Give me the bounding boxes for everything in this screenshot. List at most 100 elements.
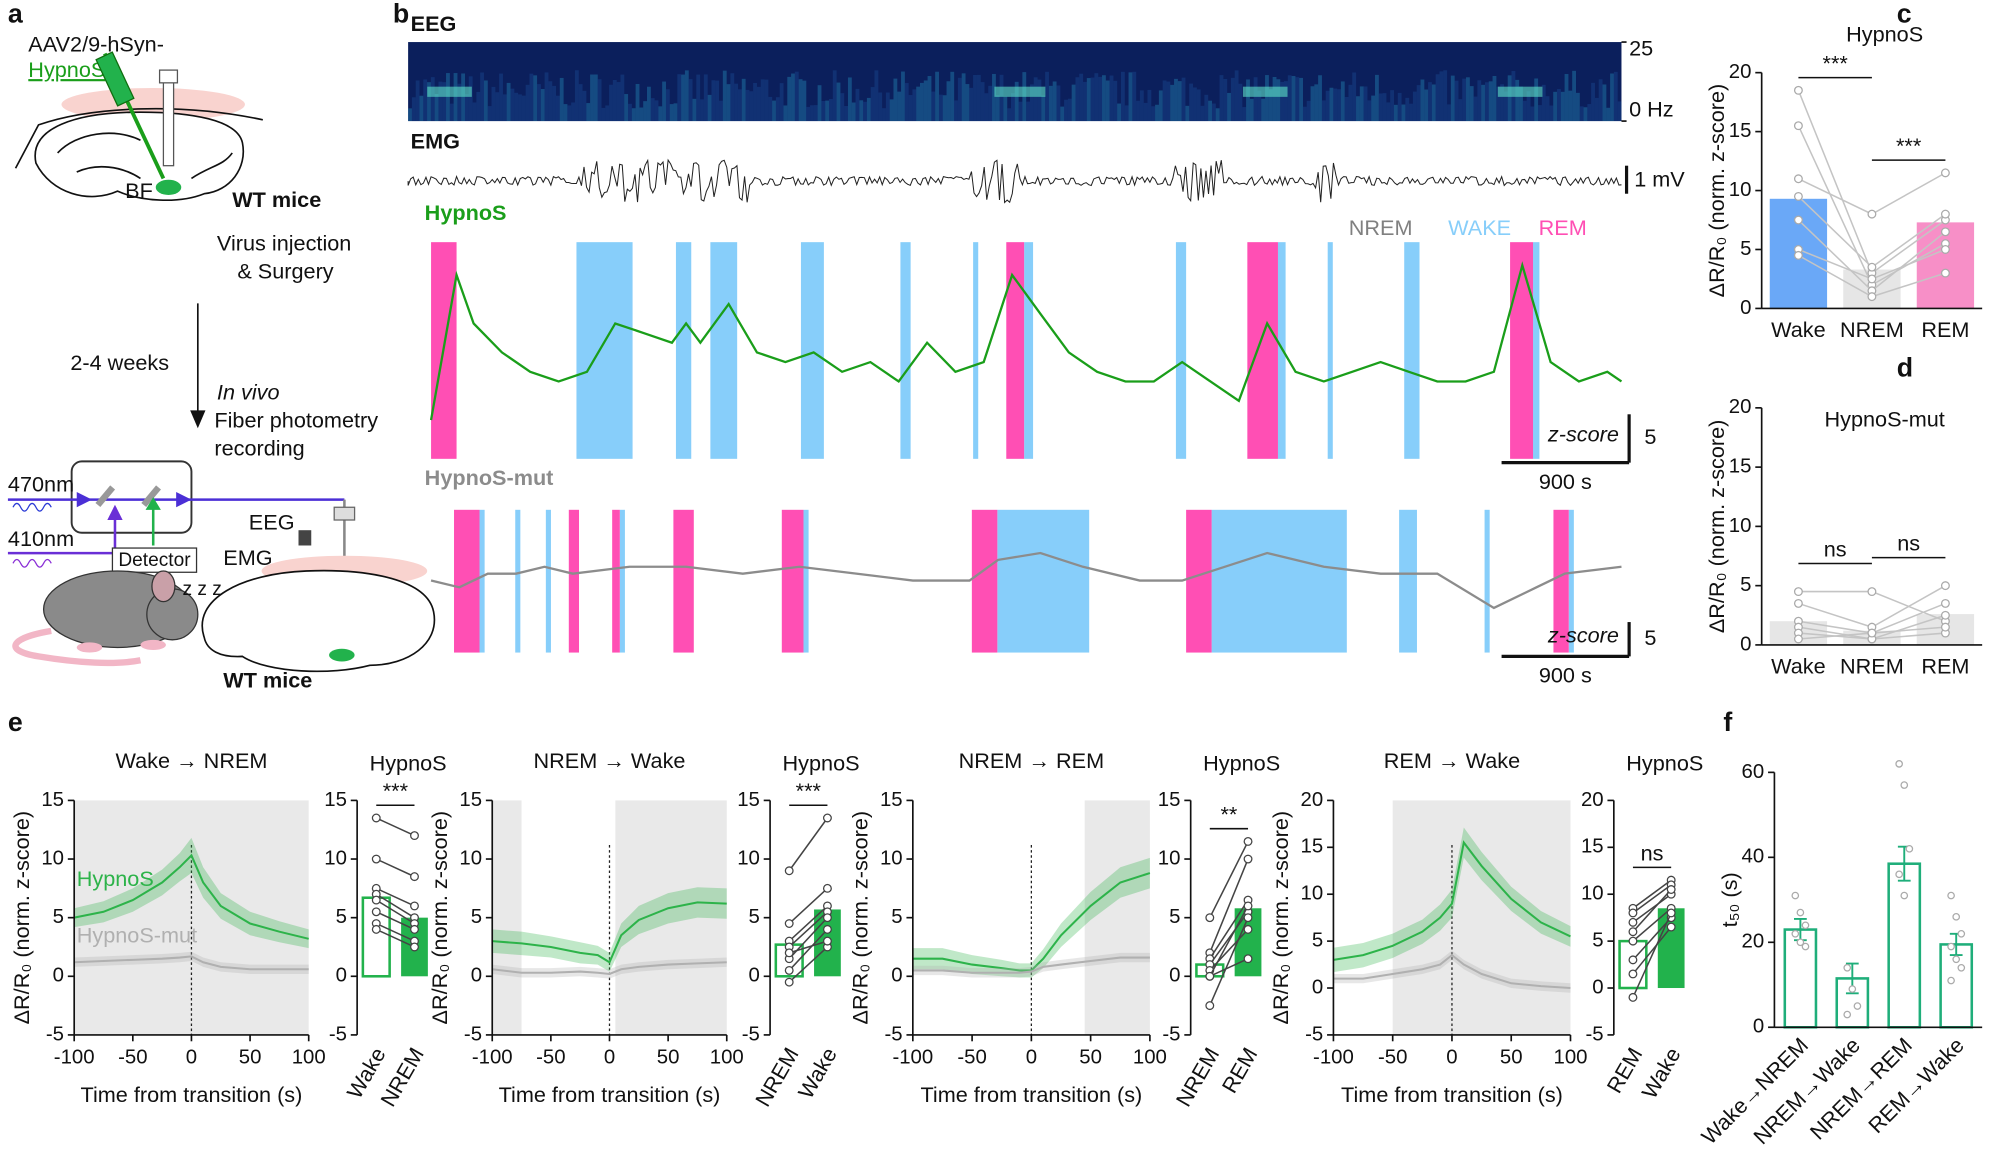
spectrogram-texture (537, 84, 541, 122)
panel-label: e (8, 707, 23, 737)
subject-point (1243, 901, 1253, 911)
step-text: recording (214, 436, 304, 461)
spectrogram-texture (866, 97, 871, 122)
spectrogram-texture (1105, 80, 1110, 122)
spectrogram-texture (1045, 71, 1049, 122)
data-point (1947, 891, 1955, 900)
y-tick-label: -5 (464, 1023, 482, 1045)
spectrogram-texture (1416, 85, 1421, 122)
y-tick-label: 5 (749, 906, 760, 928)
spectrogram-texture (491, 86, 496, 122)
spectrogram-texture (1458, 99, 1463, 122)
region-text: BF (125, 178, 153, 203)
spectrogram-texture (973, 74, 977, 122)
subject-point (1793, 587, 1803, 597)
bar (1618, 939, 1648, 990)
spectrogram-texture (582, 90, 587, 122)
y-tick-label: 15 (880, 789, 903, 811)
chart-title: NREM → REM (959, 748, 1105, 773)
fiber (162, 75, 175, 167)
subject-point (1243, 924, 1253, 934)
subject-line (788, 917, 828, 960)
spectrogram-texture (965, 84, 970, 122)
spectrogram-texture (688, 79, 693, 122)
subject-point (1867, 262, 1877, 272)
spectrogram-texture (1143, 102, 1148, 122)
spectrogram-texture (1375, 74, 1379, 122)
y-tick-label: 10 (1301, 883, 1324, 905)
spectrogram-texture (427, 86, 472, 97)
y-axis-label: ΔR/R₀ (norm. z-score) (848, 811, 873, 1025)
spectrogram-texture (756, 86, 761, 122)
spectrogram-texture (1215, 108, 1220, 122)
spectrogram-texture (616, 82, 621, 122)
spectrogram-texture (878, 92, 883, 122)
y-tick-label: 20 (1301, 789, 1324, 811)
x-tick-label: Wake (793, 1043, 842, 1103)
spectrogram-texture (1344, 96, 1349, 122)
y-tick-label: 5 (891, 906, 902, 928)
spectrogram-texture (1060, 106, 1065, 122)
subject-point (1243, 836, 1253, 846)
subject-point (1793, 250, 1803, 260)
subject-line (1632, 917, 1672, 961)
data-point (1796, 908, 1805, 917)
mirror (141, 485, 161, 508)
error-band (74, 837, 309, 949)
spectrogram-texture (555, 95, 560, 122)
spectrogram-texture (787, 76, 792, 122)
bf-region (329, 648, 355, 662)
data-point (1905, 845, 1914, 853)
subject-line (1209, 911, 1249, 966)
subject-point (1243, 954, 1253, 964)
panel-label: f (1723, 707, 1732, 737)
spectrogram-texture (1333, 88, 1338, 122)
spectrogram-texture (578, 84, 583, 122)
x-axis-label: Time from transition (s) (920, 1082, 1142, 1107)
state-band (781, 509, 804, 653)
spectrogram-texture (650, 98, 655, 122)
scalebar-unit: z-score (1547, 622, 1619, 647)
step-text: Fiber photometry (214, 408, 378, 433)
spectrogram-texture (1534, 78, 1539, 122)
subject-line (1209, 958, 1249, 977)
spectrogram-texture (1230, 77, 1235, 122)
y-tick-label: -5 (329, 1023, 347, 1045)
spectrogram-texture (423, 79, 428, 122)
spectrogram-texture (1397, 92, 1402, 122)
spectrogram-texture (1557, 89, 1561, 122)
spectrogram-texture (722, 70, 727, 122)
step-text: In vivo (217, 380, 280, 405)
mean-line (74, 955, 309, 971)
spectrogram-texture (711, 80, 716, 122)
spectrogram-texture (1522, 100, 1527, 122)
subject-point (822, 913, 832, 923)
scalebar-label: 900 s (1539, 662, 1592, 687)
spectrogram-texture (1606, 107, 1611, 122)
data-point (1895, 760, 1903, 768)
subject-point (1793, 85, 1803, 95)
tail (12, 627, 142, 667)
x-tick-label: -100 (54, 1046, 95, 1068)
state-band (1533, 242, 1540, 459)
spectrogram-texture (1102, 75, 1106, 122)
detector-text: Detector (118, 550, 191, 571)
spectrogram-texture (855, 88, 860, 122)
y-tick-label: 0 (1753, 1016, 1764, 1038)
spectrogram-texture (1189, 83, 1194, 122)
spectrogram-texture (1280, 81, 1285, 122)
skull-halo (61, 87, 245, 122)
electrode (298, 530, 312, 546)
spectrogram-texture (1497, 86, 1543, 97)
spectrogram-texture (1575, 92, 1580, 122)
spectrogram-texture (1530, 106, 1535, 122)
spectrogram-texture (1003, 96, 1008, 122)
x-tick-label: -50 (957, 1046, 986, 1068)
spectrogram-texture (1428, 82, 1432, 122)
subject-point (784, 977, 794, 987)
y-axis-label: ΔR/R₀ (norm. z-score) (1704, 84, 1729, 298)
subject-line (1632, 926, 1672, 975)
y-tick-label: 15 (737, 789, 760, 811)
mean-line (492, 961, 727, 976)
laser-text: 470nm (8, 471, 74, 496)
